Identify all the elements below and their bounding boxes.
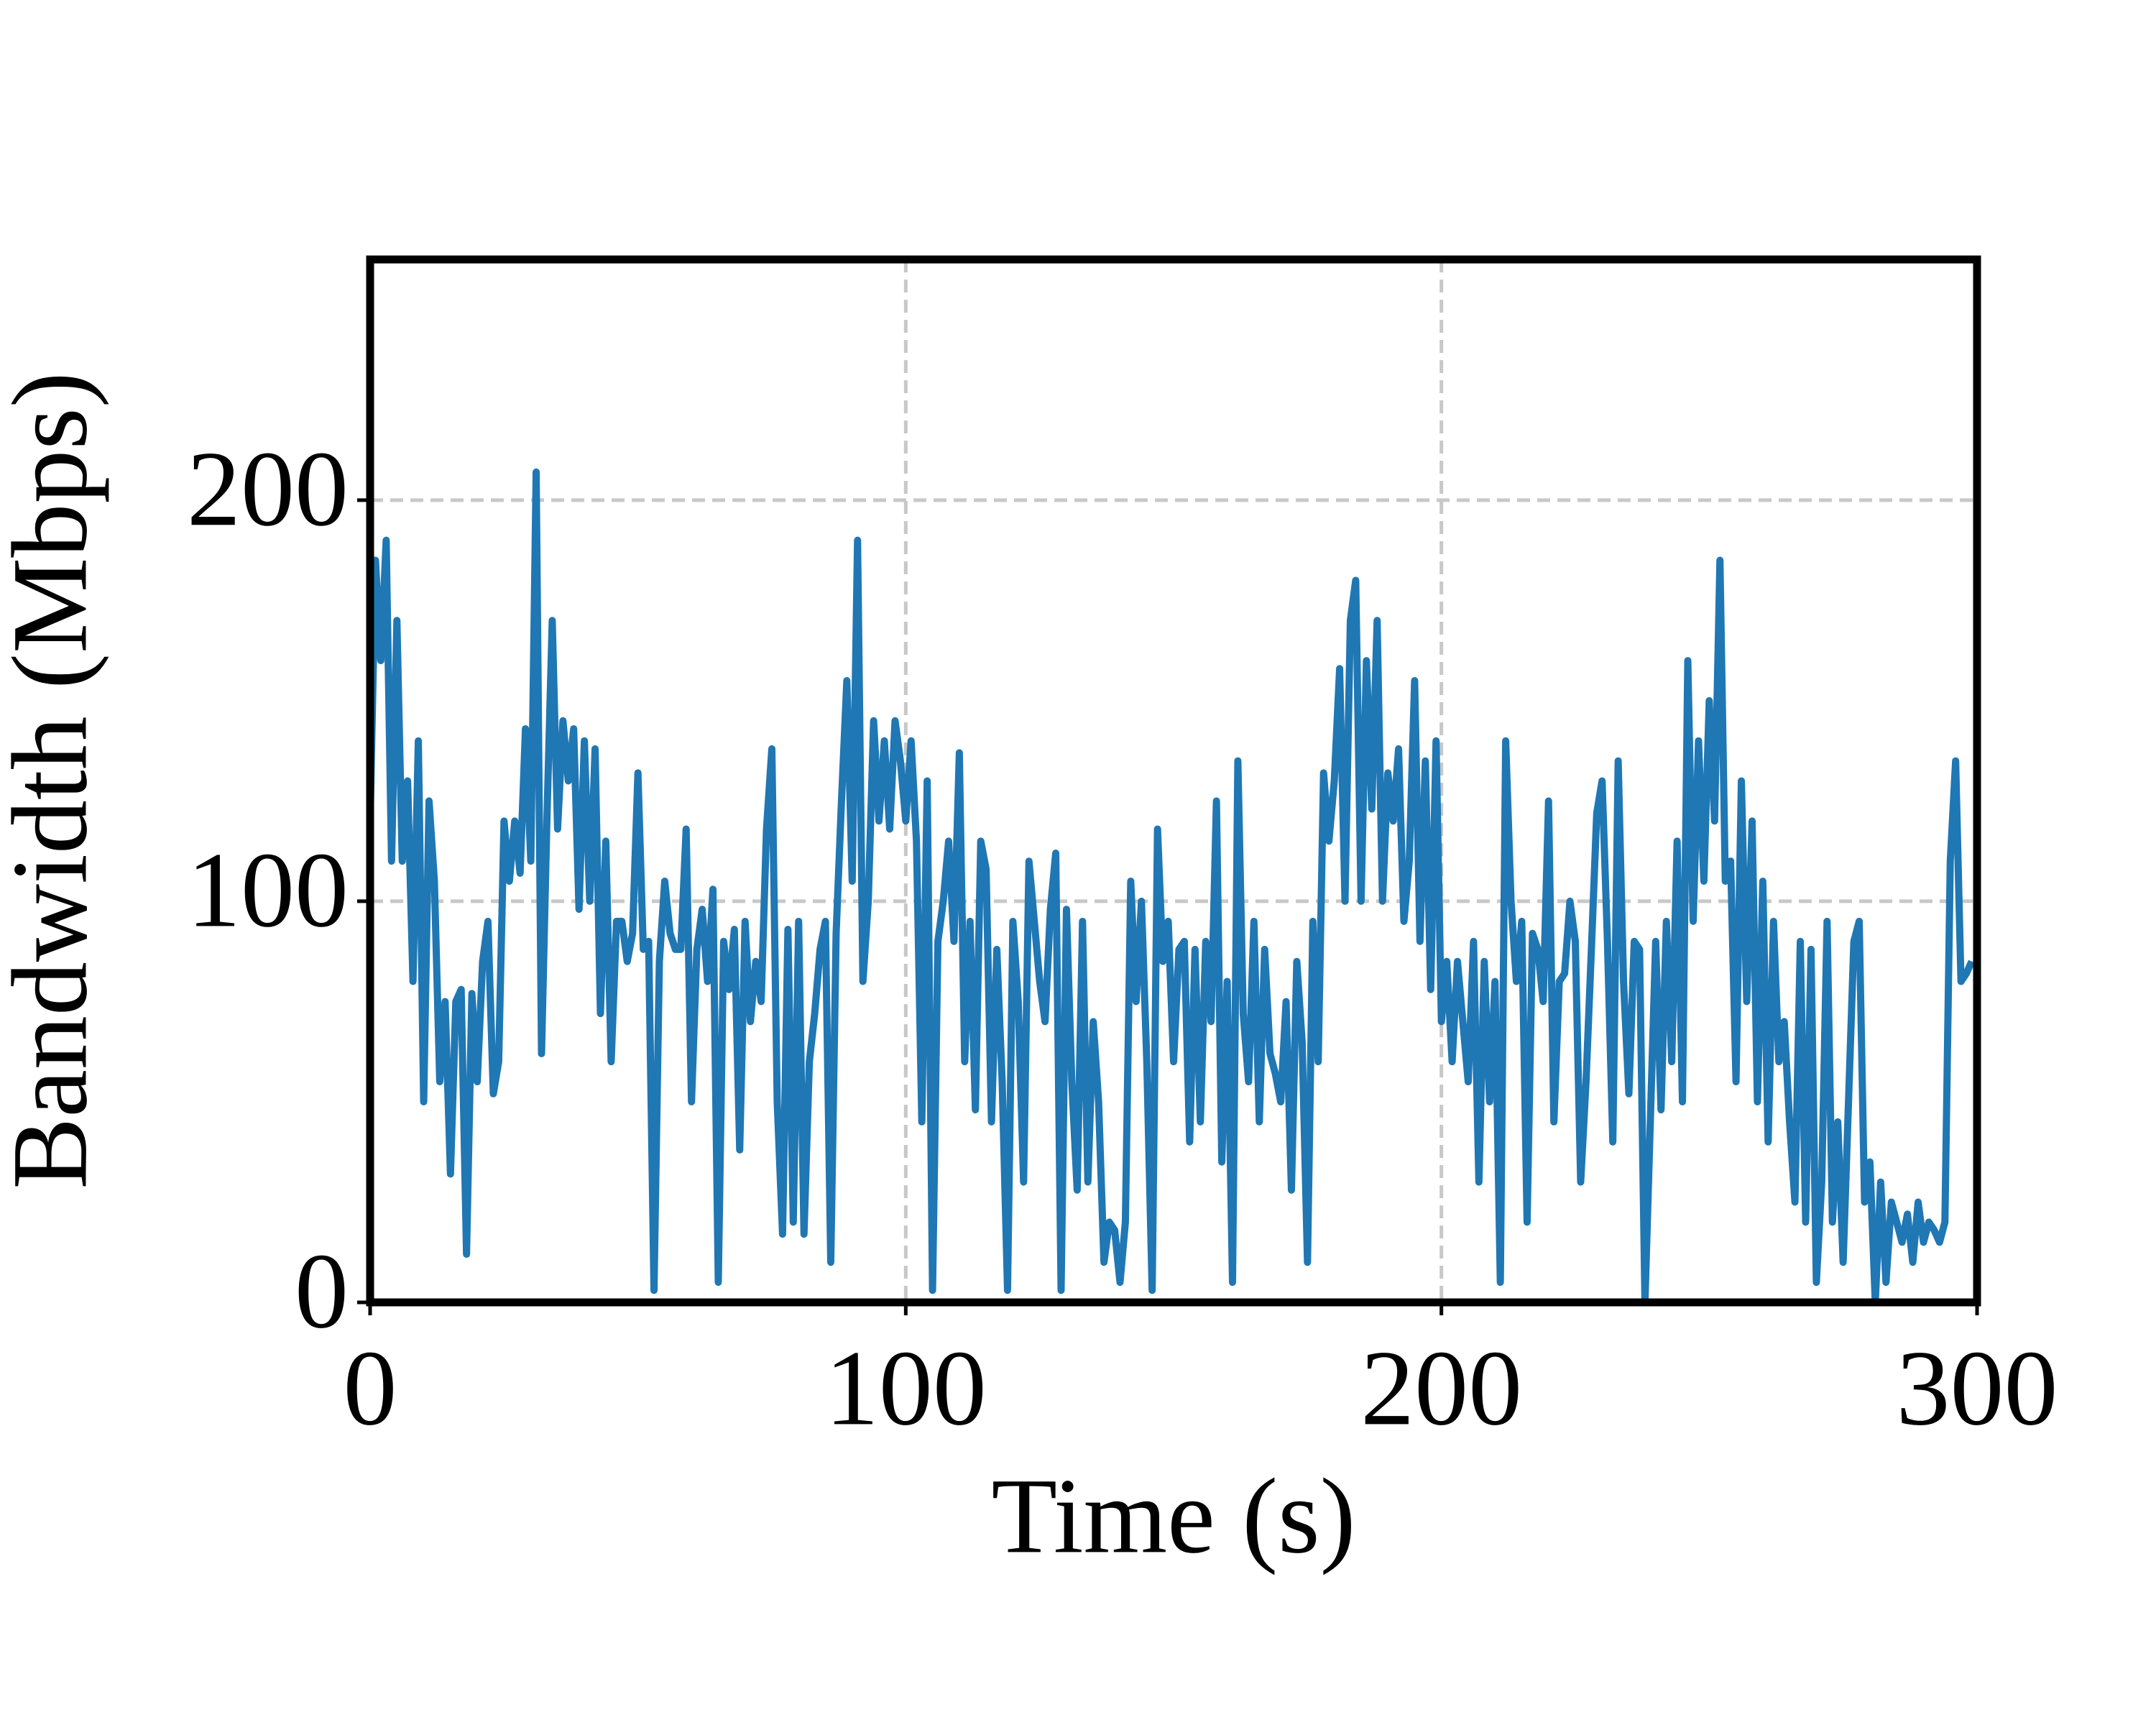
data-line <box>367 468 1976 1306</box>
x-tick-label: 100 <box>825 1328 987 1448</box>
x-tick-label: 0 <box>344 1328 397 1448</box>
plot-frame <box>366 255 1981 1307</box>
y-tick-label: 100 <box>187 830 349 949</box>
y-axis-label: Bandwidth (Mbps) <box>0 372 109 1189</box>
x-axis-label: Time (s) <box>991 1456 1355 1576</box>
x-tick-label: 300 <box>1897 1328 2058 1448</box>
x-tick-label: 200 <box>1360 1328 1522 1448</box>
y-tick-label: 200 <box>187 429 349 548</box>
y-tick-label: 0 <box>295 1231 349 1351</box>
